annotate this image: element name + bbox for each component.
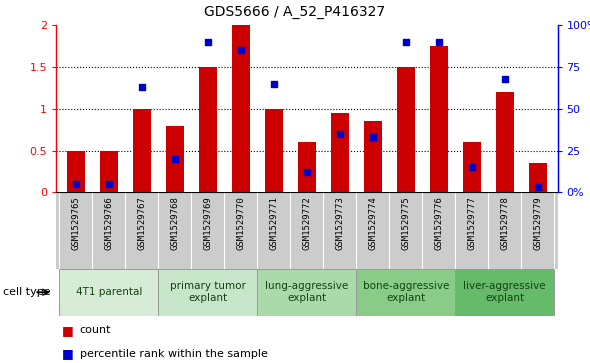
Bar (67, 151, 85, 192)
Bar (496, 92, 514, 192)
Bar (529, 163, 547, 192)
Bar (199, 67, 217, 192)
Point (203, 39, 212, 45)
Point (467, 164, 477, 170)
Text: liver-aggressive
explant: liver-aggressive explant (464, 281, 546, 303)
Text: GSM1529776: GSM1529776 (434, 196, 443, 250)
Bar (463, 142, 481, 192)
Point (500, 76, 510, 82)
Bar (455, 269, 554, 316)
Point (269, 81, 278, 87)
Text: GSM1529768: GSM1529768 (171, 196, 179, 250)
Bar (430, 46, 448, 192)
Text: GSM1529778: GSM1529778 (500, 196, 509, 250)
Bar (158, 269, 257, 316)
Text: lung-aggressive
explant: lung-aggressive explant (265, 281, 349, 303)
Text: GSM1529765: GSM1529765 (71, 196, 80, 250)
Text: GSM1529770: GSM1529770 (237, 196, 245, 250)
Point (434, 39, 444, 45)
Bar (298, 142, 316, 192)
Bar (396, 67, 415, 192)
Point (401, 39, 411, 45)
Text: GSM1529771: GSM1529771 (269, 196, 278, 250)
Text: GSM1529779: GSM1529779 (533, 196, 542, 250)
Bar (133, 109, 151, 192)
Bar (331, 113, 349, 192)
Text: bone-aggressive
explant: bone-aggressive explant (363, 281, 449, 303)
Point (533, 184, 542, 190)
Text: GSM1529769: GSM1529769 (204, 196, 212, 250)
Point (335, 131, 345, 137)
Point (236, 48, 245, 53)
Text: GSM1529773: GSM1529773 (335, 196, 345, 250)
Point (104, 181, 113, 187)
Bar (265, 109, 283, 192)
Bar (363, 121, 382, 192)
Text: ■: ■ (62, 347, 74, 360)
Bar (100, 151, 118, 192)
Bar (232, 25, 250, 192)
Text: GSM1529774: GSM1529774 (368, 196, 377, 250)
Text: 4T1 parental: 4T1 parental (76, 287, 142, 297)
Bar (356, 269, 455, 316)
Text: GSM1529766: GSM1529766 (104, 196, 113, 250)
Bar (166, 126, 184, 192)
Point (71, 181, 81, 187)
Text: primary tumor
explant: primary tumor explant (170, 281, 246, 303)
Text: percentile rank within the sample: percentile rank within the sample (80, 349, 267, 359)
Point (368, 134, 378, 140)
Bar (60, 269, 158, 316)
Bar (257, 269, 356, 316)
Text: GDS5666 / A_52_P416327: GDS5666 / A_52_P416327 (205, 5, 385, 20)
Point (170, 156, 179, 162)
Text: ■: ■ (62, 324, 74, 337)
Point (137, 84, 146, 90)
Point (302, 170, 312, 175)
Text: cell type: cell type (3, 287, 51, 297)
Text: GSM1529775: GSM1529775 (401, 196, 410, 250)
Text: GSM1529772: GSM1529772 (302, 196, 312, 250)
Text: count: count (80, 325, 111, 335)
Text: GSM1529767: GSM1529767 (137, 196, 146, 250)
Text: GSM1529777: GSM1529777 (467, 196, 476, 250)
